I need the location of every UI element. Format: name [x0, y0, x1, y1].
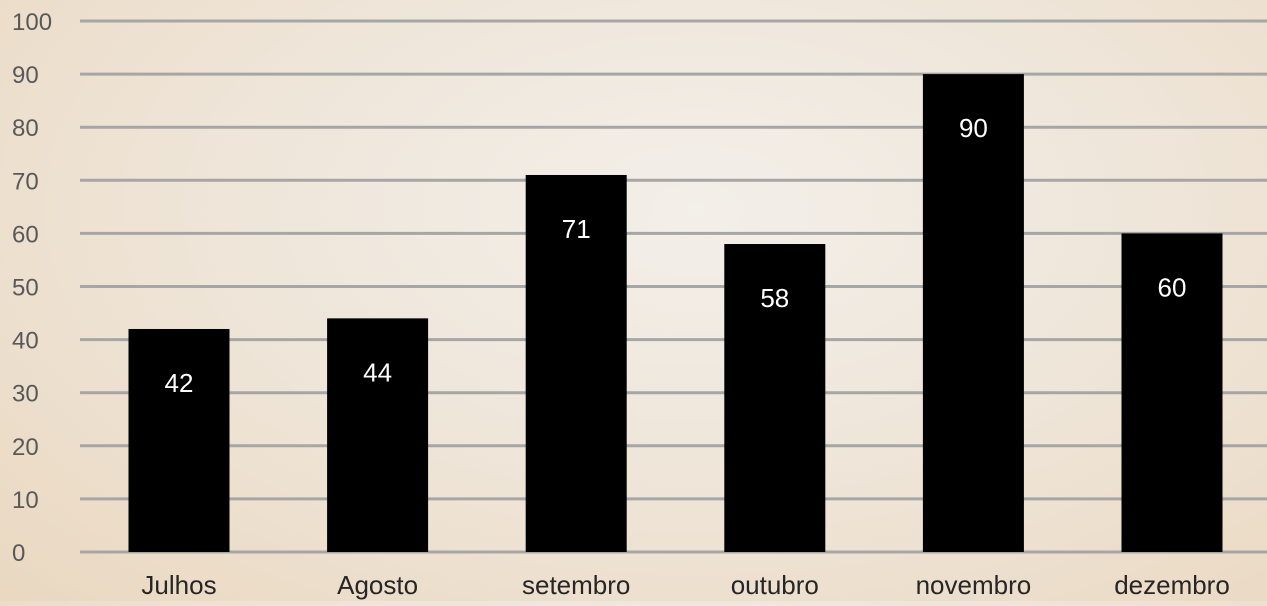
- y-tick-label: 70: [12, 168, 39, 195]
- bar: [922, 74, 1024, 552]
- y-tick-label: 30: [12, 381, 39, 408]
- bar-value-label: 71: [562, 214, 591, 244]
- bar: [128, 328, 230, 552]
- y-tick-label: 20: [12, 434, 39, 461]
- x-axis-tick-labels: Julhos Agosto setembro outubro novembro dezem…: [141, 570, 1229, 600]
- bar-value-labels: 42 44 71 58 90 60: [165, 113, 1187, 398]
- bar-value-label: 60: [1158, 272, 1187, 302]
- y-axis-tick-labels: 0 10 20 30 40 50 60 70 80 90 100: [12, 9, 52, 567]
- x-tick-label: Agosto: [337, 570, 418, 600]
- y-tick-label: 100: [12, 9, 52, 36]
- x-tick-label: Julhos: [141, 570, 216, 600]
- x-tick-label: outubro: [731, 570, 819, 600]
- bar-value-label: 90: [959, 113, 988, 143]
- x-tick-label: novembro: [916, 570, 1032, 600]
- bars: [128, 74, 1223, 553]
- bar: [1121, 233, 1223, 552]
- x-tick-label: setembro: [522, 570, 630, 600]
- bar: [525, 174, 627, 553]
- bar-value-label: 58: [760, 283, 789, 313]
- bar-value-label: 44: [363, 357, 392, 387]
- bar-value-label: 42: [165, 368, 194, 398]
- bar: [327, 318, 429, 552]
- y-tick-label: 0: [12, 540, 25, 567]
- y-tick-label: 80: [12, 115, 39, 142]
- y-tick-label: 50: [12, 275, 39, 302]
- gridlines: [80, 19, 1267, 554]
- y-tick-label: 60: [12, 221, 39, 248]
- y-tick-label: 10: [12, 487, 39, 514]
- y-tick-label: 40: [12, 328, 39, 355]
- bar: [724, 244, 826, 552]
- y-tick-label: 90: [12, 62, 39, 89]
- x-tick-label: dezembro: [1114, 570, 1230, 600]
